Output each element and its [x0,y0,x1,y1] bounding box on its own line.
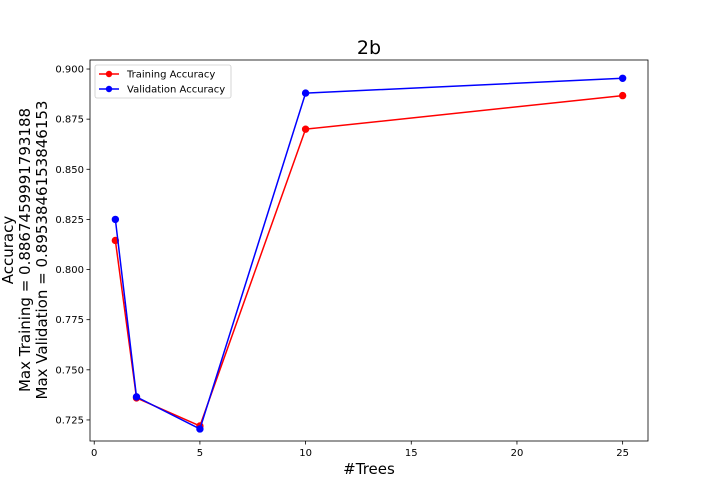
plot-frame [89,59,649,442]
data-point [301,89,310,97]
y-axis-label-line-3: Max Validation = 0.8953846153846153 [33,101,51,400]
x-tick-label: 0 [91,448,97,459]
data-point [196,425,204,433]
legend-marker [105,85,113,93]
y-tick-label: 0.800 [55,265,84,276]
axes: 0 5 10 15 20 25 0.725 0.750 0.775 0.800 0.825 0.850… [55,59,649,459]
chart-title: 2b [357,37,381,59]
y-axis-label-line-1: Accuracy [0,216,17,285]
x-tick-label: 15 [405,448,418,459]
y-tick-label: 0.725 [55,415,84,426]
legend-box [94,64,232,99]
legend-entry: Training Accuracy [126,70,215,81]
y-tick-label: 0.825 [55,215,84,226]
y-tick-label: 0.850 [55,165,84,176]
data-point [618,91,627,100]
legend: Training Accuracy Validation Accuracy [94,64,232,99]
data-point [618,74,627,82]
y-tick-label: 0.900 [55,65,84,76]
data-point [132,393,141,401]
x-tick-label: 5 [197,448,203,459]
data-point [301,125,310,133]
x-tick-label: 10 [299,448,312,459]
x-axis-label: #Trees [343,460,395,478]
y-tick-label: 0.750 [55,365,84,376]
data-point [111,215,120,224]
legend-marker [105,70,113,78]
series-layer [111,74,627,433]
x-tick-label: 20 [511,448,524,459]
y-tick-label: 0.775 [55,315,84,326]
legend-entry: Validation Accuracy [127,85,225,96]
y-axis-label-line-2: Max Training = 0.8867459991793188 [16,108,34,392]
y-tick-label: 0.875 [55,115,84,126]
series-2 [111,74,627,433]
x-tick-label: 25 [616,448,629,459]
